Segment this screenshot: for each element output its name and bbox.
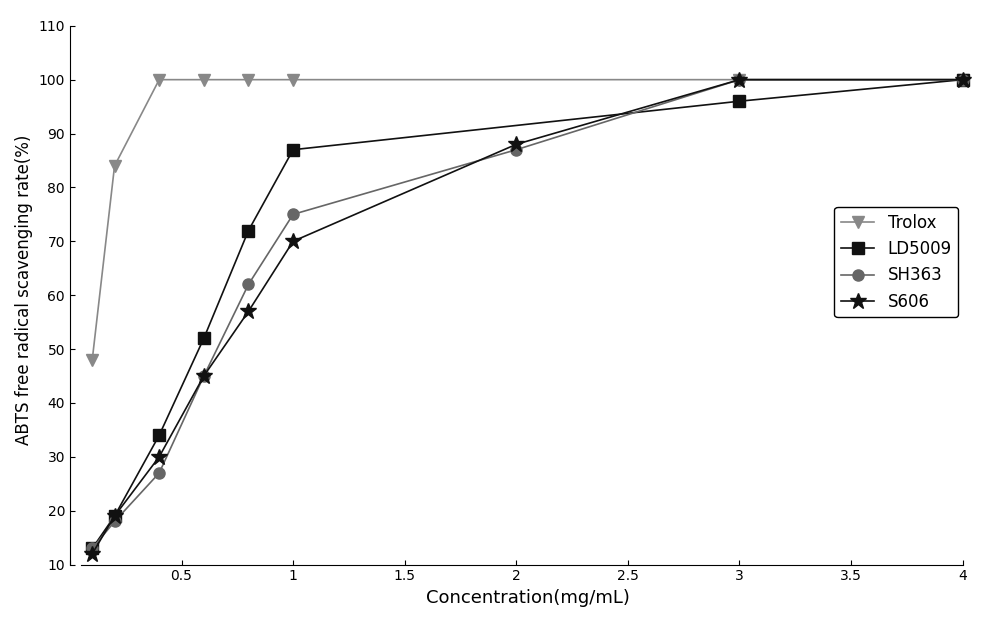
S606 xyxy=(287,238,299,245)
SH363 xyxy=(153,469,165,476)
SH363 xyxy=(287,211,299,218)
SH363 xyxy=(86,545,98,552)
Trolox xyxy=(109,162,121,170)
LD5009 xyxy=(242,227,254,234)
Line: LD5009: LD5009 xyxy=(87,74,968,554)
SH363 xyxy=(733,76,745,83)
LD5009 xyxy=(733,98,745,105)
SH363 xyxy=(957,76,969,83)
SH363 xyxy=(510,146,522,154)
Line: Trolox: Trolox xyxy=(86,73,969,366)
Line: SH363: SH363 xyxy=(87,74,968,554)
LD5009 xyxy=(153,432,165,439)
Legend: Trolox, LD5009, SH363, S606: Trolox, LD5009, SH363, S606 xyxy=(834,207,958,317)
Trolox xyxy=(733,76,745,83)
SH363 xyxy=(242,281,254,288)
LD5009 xyxy=(287,146,299,154)
S606 xyxy=(153,453,165,460)
S606 xyxy=(733,76,745,83)
LD5009 xyxy=(198,335,210,342)
Trolox xyxy=(153,76,165,83)
SH363 xyxy=(109,518,121,525)
S606 xyxy=(510,141,522,148)
S606 xyxy=(109,513,121,520)
S606 xyxy=(957,76,969,83)
LD5009 xyxy=(109,513,121,520)
S606 xyxy=(86,550,98,557)
Trolox xyxy=(86,356,98,364)
LD5009 xyxy=(86,545,98,552)
LD5009 xyxy=(957,76,969,83)
SH363 xyxy=(198,373,210,380)
Y-axis label: ABTS free radical scavenging rate(%): ABTS free radical scavenging rate(%) xyxy=(15,134,33,445)
X-axis label: Concentration(mg/mL): Concentration(mg/mL) xyxy=(426,589,629,607)
Line: S606: S606 xyxy=(84,72,971,562)
S606 xyxy=(242,308,254,315)
Trolox xyxy=(957,76,969,83)
Trolox xyxy=(242,76,254,83)
Trolox xyxy=(287,76,299,83)
S606 xyxy=(198,373,210,380)
Trolox xyxy=(198,76,210,83)
